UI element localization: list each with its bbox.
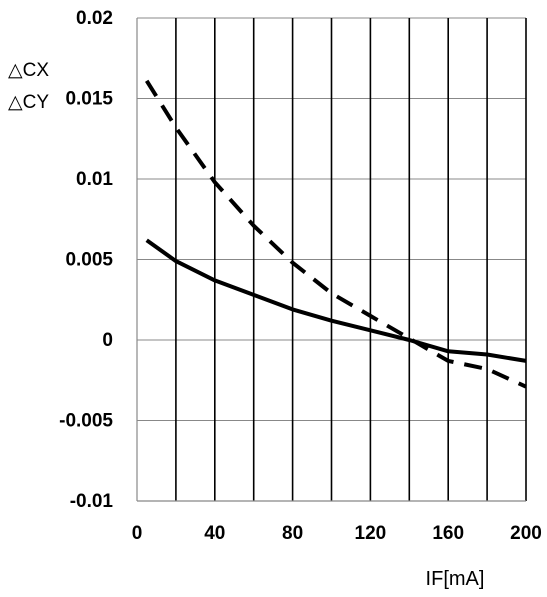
series-group [145, 79, 527, 389]
y-tick-labels: 0.02 0.015 0.01 0.005 0 -0.005 -0.01 [59, 8, 113, 512]
x-tick-labels: 0 40 80 120 160 200 [132, 523, 542, 544]
y-axis-label-line-2: △CY [8, 92, 49, 113]
y-tick-label: 0.005 [65, 250, 113, 271]
series-dashed-line [145, 79, 527, 389]
y-tick-label: 0.015 [65, 89, 113, 110]
x-tick-label: 200 [510, 523, 542, 544]
x-tick-label: 40 [204, 523, 225, 544]
y-tick-label: -0.005 [59, 411, 113, 432]
x-tick-label: 80 [282, 523, 303, 544]
series-solid-line [145, 238, 527, 363]
y-tick-label: 0.02 [76, 8, 113, 29]
y-tick-label: 0 [102, 330, 113, 351]
y-axis-label-line-1: △CX [8, 60, 49, 81]
vertical-gridlines [175, 18, 527, 501]
x-tick-label: 120 [355, 523, 387, 544]
axes [136, 18, 526, 502]
y-tick-label: -0.01 [70, 491, 114, 512]
x-tick-label: 0 [132, 523, 143, 544]
x-axis-label: IF[mA] [426, 568, 485, 590]
y-tick-label: 0.01 [76, 169, 113, 190]
x-tick-label: 160 [432, 523, 464, 544]
